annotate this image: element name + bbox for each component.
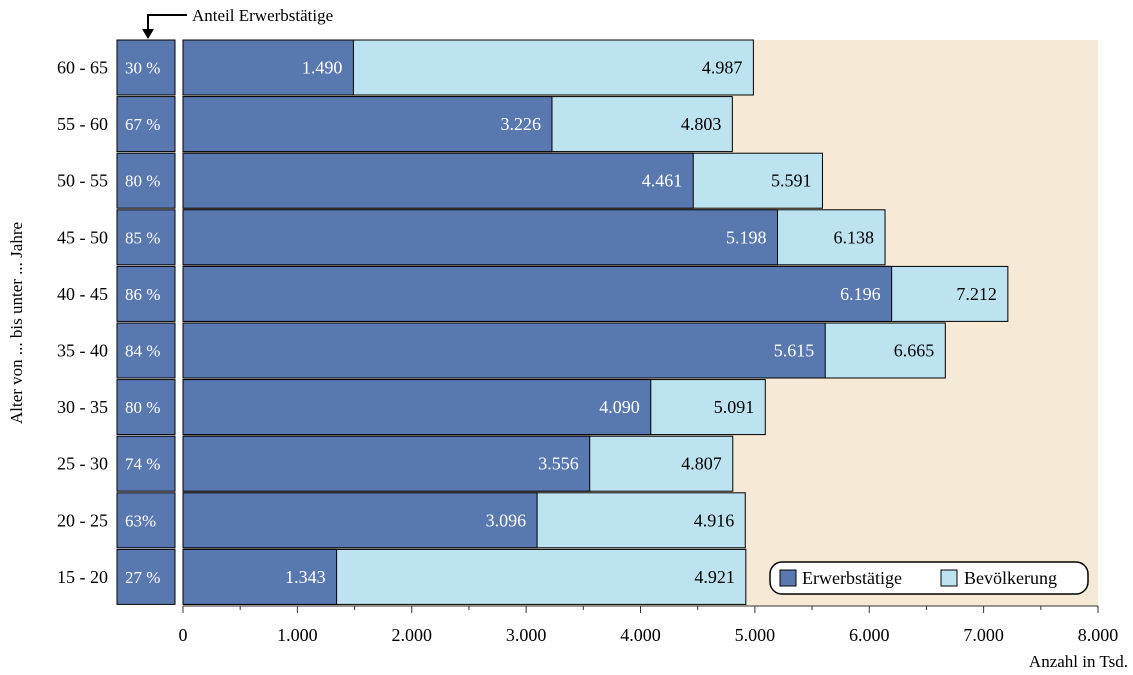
bar-labels: 1.490 4.987 3.226 4.803 4.461 5.591 5.198 6.138…	[285, 58, 997, 587]
share-cell	[116, 209, 176, 266]
share-column: 30 % 67 % 80 % 85 % 86 % 84 % 80 % 74 % 63% 27 %	[116, 39, 176, 605]
share-cell	[116, 39, 176, 96]
x-axis-label: Anzahl in Tsd.	[1029, 652, 1128, 671]
legend-label-erwerbstaetige: Erwerbstätige	[802, 568, 902, 588]
x-tick-label: 0	[179, 625, 188, 645]
bar-erwerbstaetige	[182, 492, 538, 549]
x-tick-label: 8.000	[1078, 625, 1119, 645]
legend-swatch-erwerbstaetige	[779, 569, 797, 587]
share-cell	[116, 435, 176, 492]
share-label: 80 %	[125, 172, 160, 191]
x-axis: 0 1.000 2.000 3.000 4.000 5.000 6.000 7.000 8.00…	[179, 605, 1119, 645]
data-label-erwerbstaetige: 1.343	[285, 567, 326, 587]
data-label-bevoelkerung: 7.212	[956, 284, 997, 304]
y-tick-label: 15 - 20	[57, 567, 108, 587]
data-label-bevoelkerung: 5.091	[714, 397, 755, 417]
data-label-bevoelkerung: 6.138	[834, 227, 875, 247]
x-tick-label: 3.000	[506, 625, 547, 645]
legend: Erwerbstätige Bevölkerung	[769, 561, 1089, 595]
y-axis-label: Alter von ... bis unter ... Jahre	[7, 222, 26, 424]
share-cell	[116, 265, 176, 322]
data-label-erwerbstaetige: 5.198	[726, 227, 767, 247]
share-annotation-label: Anteil Erwerbstätige	[192, 6, 333, 25]
share-label: 67 %	[125, 115, 160, 134]
share-label: 80 %	[125, 398, 160, 417]
bar-erwerbstaetige	[182, 435, 591, 492]
share-cell	[116, 322, 176, 379]
share-label: 74 %	[125, 455, 160, 474]
share-annotation: Anteil Erwerbstätige	[142, 6, 333, 39]
x-tick-label: 1.000	[277, 625, 318, 645]
x-tick-label: 6.000	[849, 625, 890, 645]
data-label-bevoelkerung: 4.916	[694, 510, 735, 530]
bar-erwerbstaetige	[182, 39, 354, 96]
data-label-bevoelkerung: 4.987	[702, 58, 743, 78]
share-label: 30 %	[125, 59, 160, 78]
data-label-erwerbstaetige: 3.226	[500, 114, 541, 134]
bar-erwerbstaetige	[182, 322, 826, 379]
y-tick-label: 20 - 25	[57, 510, 108, 530]
y-tick-label: 30 - 35	[57, 397, 108, 417]
data-label-erwerbstaetige: 1.490	[302, 58, 343, 78]
data-label-bevoelkerung: 4.807	[681, 454, 722, 474]
y-tick-label: 55 - 60	[57, 114, 108, 134]
bar-erwerbstaetige	[182, 265, 893, 322]
y-axis-tick-labels: 60 - 65 55 - 60 50 - 55 45 - 50 40 - 45 35 - …	[57, 58, 108, 587]
y-tick-label: 40 - 45	[57, 284, 108, 304]
data-label-erwerbstaetige: 3.096	[486, 510, 527, 530]
data-label-bevoelkerung: 6.665	[894, 341, 935, 361]
share-cell	[116, 492, 176, 549]
bar-erwerbstaetige	[182, 209, 779, 266]
data-label-bevoelkerung: 5.591	[771, 171, 812, 191]
bar-erwerbstaetige	[182, 152, 694, 209]
share-label: 86 %	[125, 285, 160, 304]
y-tick-label: 25 - 30	[57, 454, 108, 474]
share-cell	[116, 379, 176, 436]
legend-label-bevoelkerung: Bevölkerung	[964, 568, 1057, 588]
bars	[182, 39, 1009, 605]
x-tick-label: 2.000	[392, 625, 433, 645]
share-cell	[116, 96, 176, 153]
data-label-erwerbstaetige: 5.615	[774, 341, 815, 361]
share-label: 63%	[125, 511, 156, 530]
share-annotation-arrow	[147, 14, 187, 33]
x-tick-label: 4.000	[620, 625, 661, 645]
share-label: 27 %	[125, 568, 160, 587]
data-label-erwerbstaetige: 4.461	[642, 171, 683, 191]
bar-erwerbstaetige	[182, 379, 652, 436]
data-label-erwerbstaetige: 6.196	[840, 284, 881, 304]
share-label: 84 %	[125, 342, 160, 361]
data-label-bevoelkerung: 4.803	[681, 114, 722, 134]
y-tick-label: 60 - 65	[57, 58, 108, 78]
y-tick-label: 35 - 40	[57, 341, 108, 361]
share-cell	[116, 548, 176, 605]
x-tick-label: 7.000	[963, 625, 1004, 645]
y-tick-label: 50 - 55	[57, 171, 108, 191]
y-tick-label: 45 - 50	[57, 227, 108, 247]
legend-swatch-bevoelkerung	[940, 569, 958, 587]
bar-erwerbstaetige	[182, 96, 553, 153]
share-cell	[116, 152, 176, 209]
x-tick-label: 5.000	[735, 625, 776, 645]
bar-erwerbstaetige	[182, 548, 338, 605]
data-label-erwerbstaetige: 3.556	[538, 454, 579, 474]
data-label-erwerbstaetige: 4.090	[599, 397, 640, 417]
share-label: 85 %	[125, 228, 160, 247]
data-label-bevoelkerung: 4.921	[694, 567, 735, 587]
legend-box	[769, 561, 1089, 595]
share-annotation-arrowhead	[142, 29, 154, 39]
